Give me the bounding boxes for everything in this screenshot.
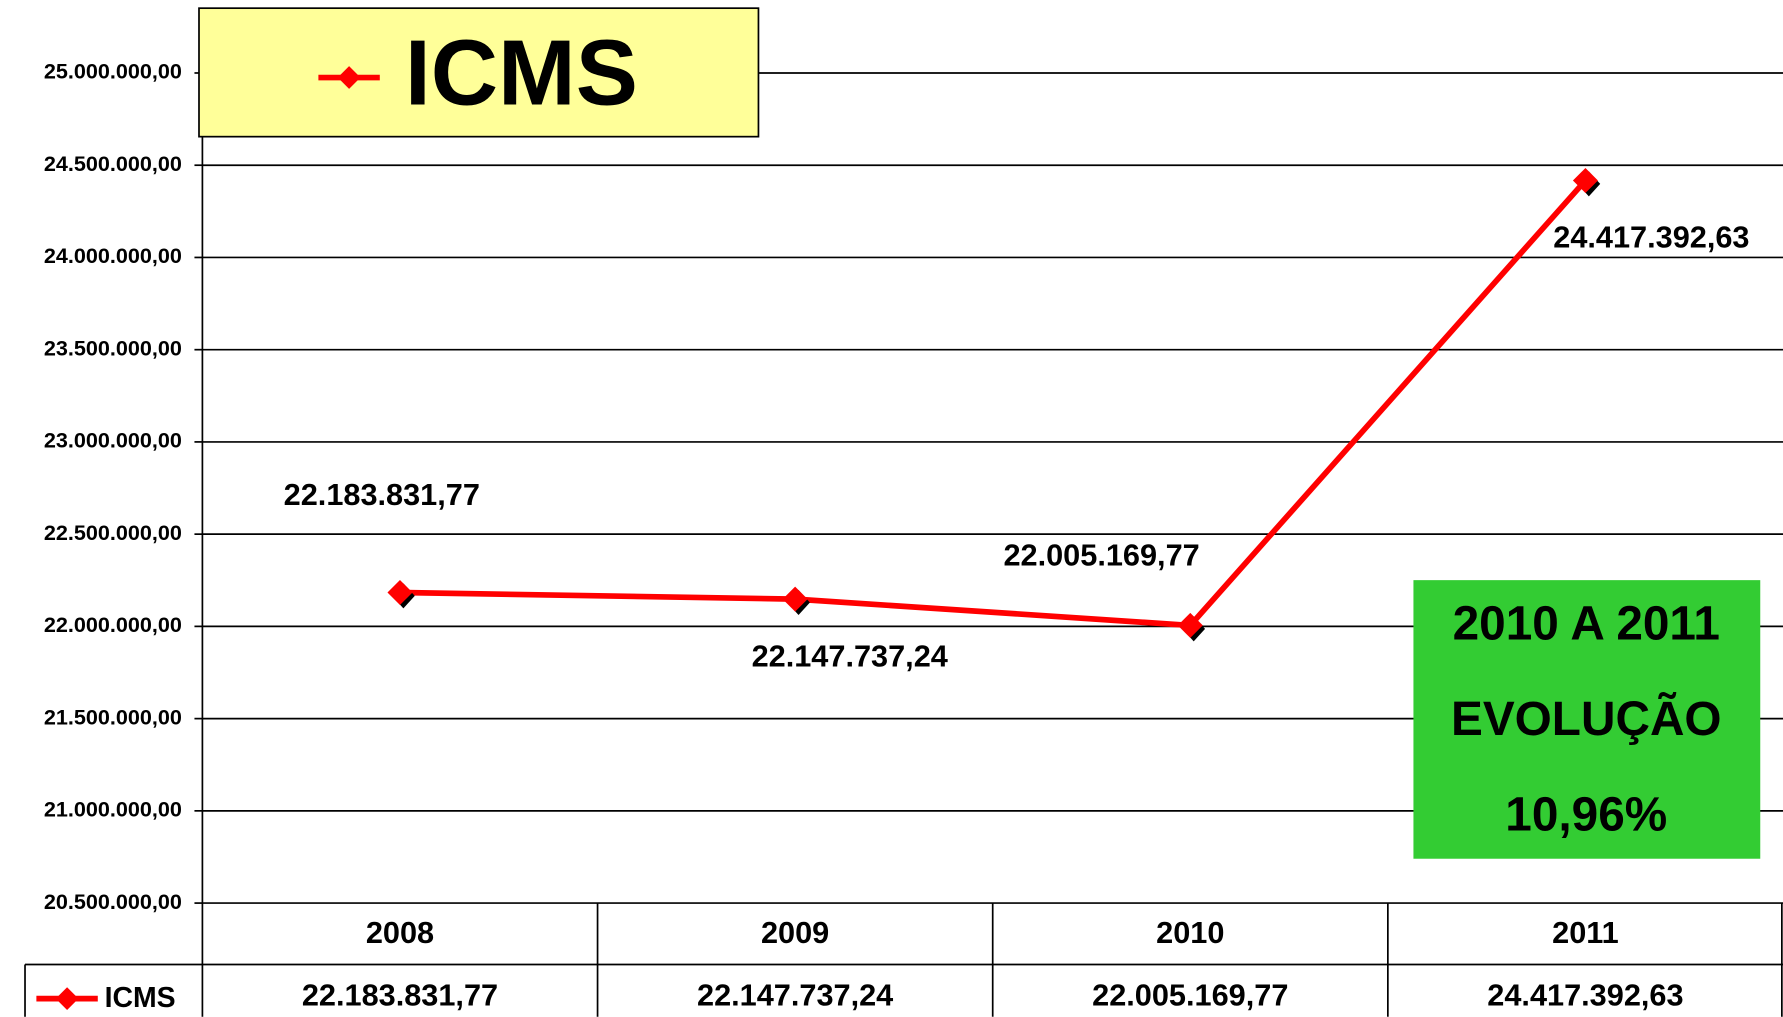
- y-tick-label: 24.000.000,00: [44, 243, 182, 268]
- y-tick-label: 25.000.000,00: [44, 59, 182, 84]
- y-tick-label: 22.500.000,00: [44, 520, 182, 545]
- annotation: 2010 A 2011: [1453, 597, 1720, 650]
- table-row-label: ICMS: [105, 982, 176, 1014]
- marker: [1572, 167, 1598, 193]
- annotation: EVOLUÇÃO: [1451, 692, 1722, 746]
- data-label: 22.183.831,77: [284, 477, 480, 512]
- table-cell: 22.147.737,24: [697, 978, 893, 1013]
- annotation: 10,96%: [1505, 788, 1667, 841]
- table-cell: 22.005.169,77: [1092, 978, 1288, 1013]
- y-tick-label: 20.500.000,00: [44, 889, 182, 914]
- data-label: 22.147.737,24: [752, 638, 948, 673]
- legend-box: [198, 7, 760, 138]
- y-tick-label: 23.500.000,00: [44, 335, 182, 360]
- legend-label: ICMS: [405, 20, 638, 124]
- annotation-box: [1413, 580, 1761, 859]
- data-label: 24.417.392,63: [1553, 220, 1749, 255]
- y-tick-label: 23.000.000,00: [44, 428, 182, 453]
- y-tick-label: 21.500.000,00: [44, 704, 182, 729]
- data-label: 22.005.169,77: [1003, 537, 1199, 572]
- data-line: [399, 178, 1588, 629]
- y-tick-label: 21.000.000,00: [44, 797, 182, 822]
- marker: [387, 579, 413, 605]
- table-cell: 24.417.392,63: [1487, 978, 1683, 1013]
- x-tick-label: 2008: [366, 915, 434, 950]
- table-cell: 22.183.831,77: [302, 978, 498, 1013]
- x-tick-label: 2011: [1552, 915, 1619, 950]
- marker: [782, 586, 808, 612]
- marker: [1177, 612, 1203, 638]
- x-tick-label: 2010: [1156, 915, 1224, 950]
- table-legend-marker: [55, 987, 79, 1010]
- x-tick-label: 2009: [761, 915, 829, 950]
- y-tick-label: 24.500.000,00: [44, 151, 182, 176]
- y-tick-label: 22.000.000,00: [44, 612, 182, 637]
